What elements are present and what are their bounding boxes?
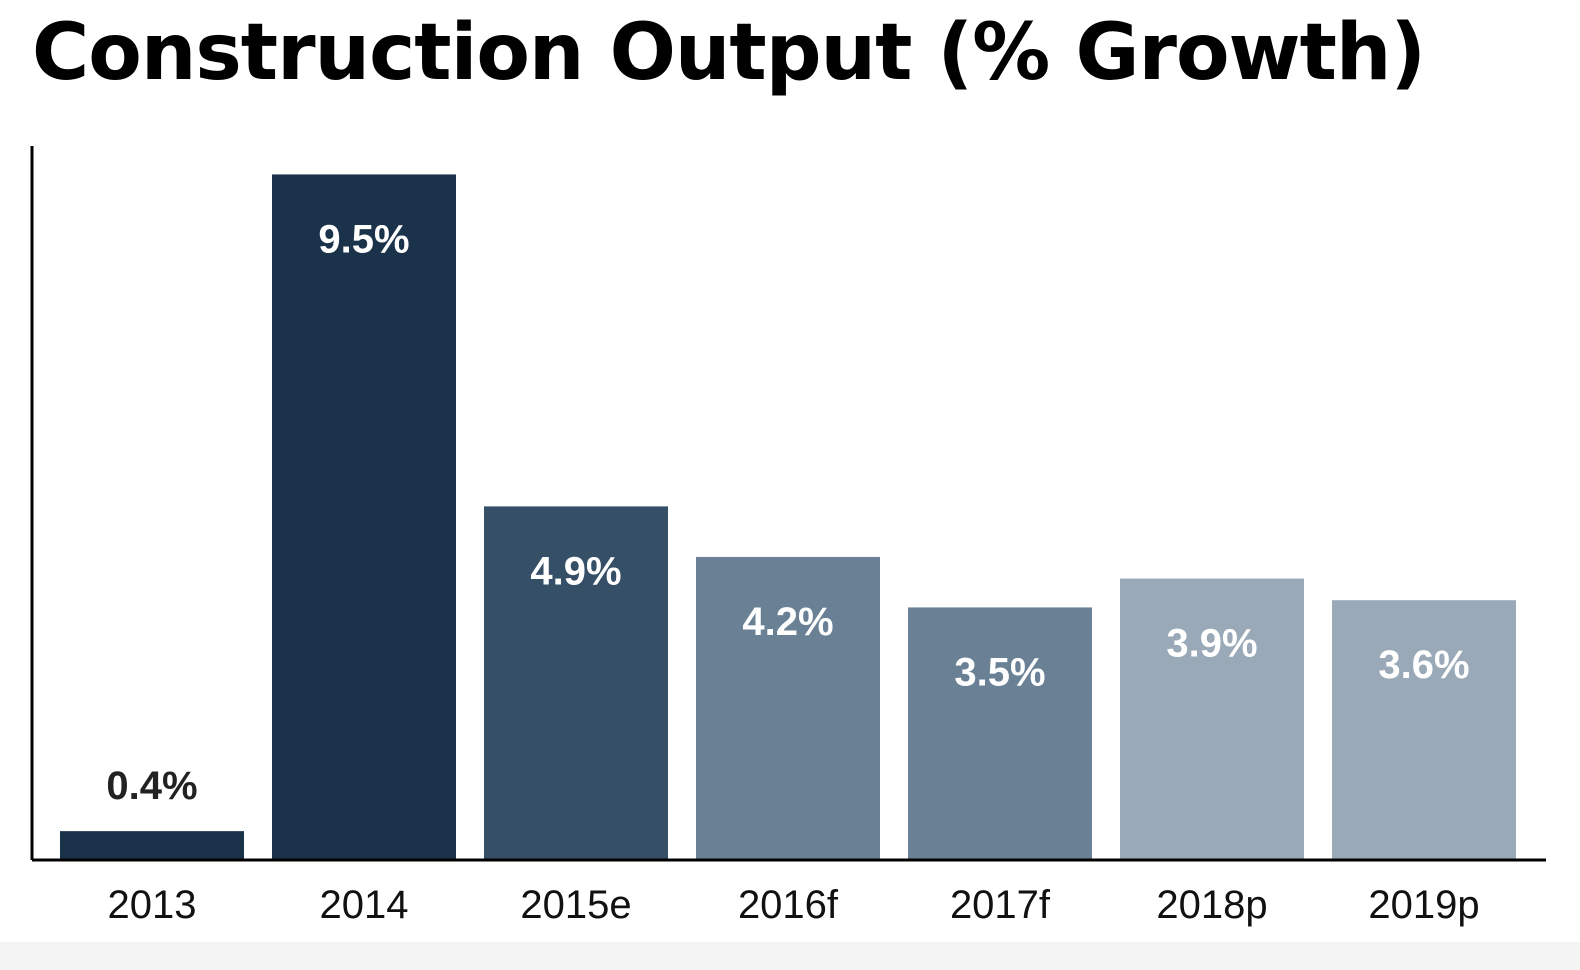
footer-strip — [0, 942, 1580, 970]
data-label-2018p: 3.9% — [1166, 622, 1257, 666]
x-tick-label-2018p: 2018p — [1156, 883, 1267, 927]
data-label-2015e: 4.9% — [530, 549, 621, 593]
bar-2017f — [908, 607, 1092, 860]
x-tick-label-2015e: 2015e — [520, 883, 631, 927]
x-tick-labels-group: 2013 2014 2015e 2016f 2017f 2018p 2019p — [108, 883, 1480, 927]
data-label-2017f: 3.5% — [954, 650, 1045, 694]
x-tick-label-2014: 2014 — [320, 883, 409, 927]
x-tick-label-2017f: 2017f — [950, 883, 1051, 927]
bar-2014 — [272, 174, 456, 860]
bar-2019p — [1332, 600, 1516, 860]
x-tick-label-2013: 2013 — [108, 883, 197, 927]
bar-2013 — [60, 831, 244, 860]
bar-2016f — [696, 556, 880, 860]
data-label-2013: 0.4% — [106, 764, 197, 808]
bar-2015e — [484, 506, 668, 860]
bar-2018p — [1120, 578, 1304, 860]
data-labels-group: 0.4% 9.5% 4.9% 4.2% 3.5% 3.9% 3.6% — [106, 217, 1469, 808]
x-tick-label-2016f: 2016f — [738, 883, 839, 927]
x-tick-label-2019p: 2019p — [1368, 883, 1479, 927]
bar-chart: 0.4%9.5%4.9%4.2%3.5%3.9% 3.6% 2013 2014 201… — [30, 146, 1546, 927]
data-label-2016f: 4.2% — [742, 600, 833, 644]
data-label-2014: 9.5% — [318, 217, 409, 261]
bars-group — [60, 174, 1516, 860]
chart-title: Construction Output (% Growth) — [32, 8, 1426, 98]
data-label-2019p: 3.6% — [1378, 643, 1469, 687]
